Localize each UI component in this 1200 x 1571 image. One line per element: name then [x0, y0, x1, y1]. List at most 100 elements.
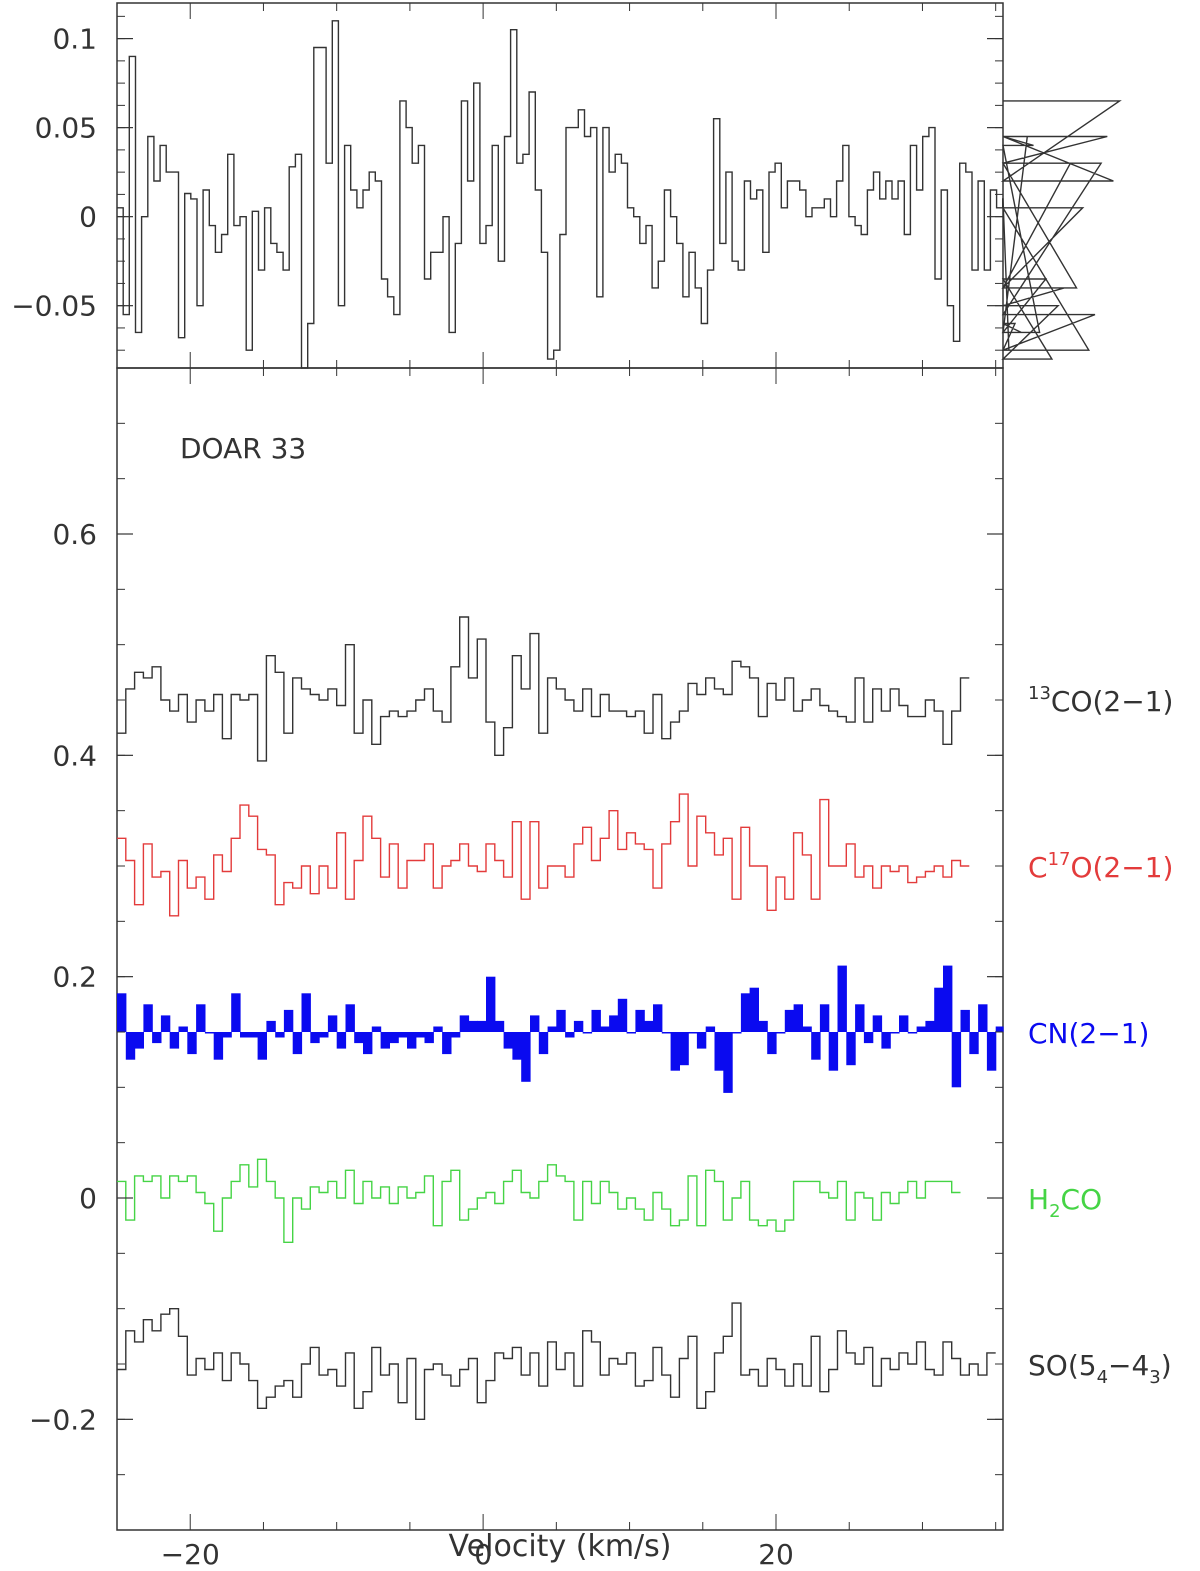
series-bottom-2-bar [644, 1020, 654, 1032]
series-bottom-2-bar [899, 1015, 909, 1032]
series-bottom-2-bar [776, 1032, 786, 1034]
series-bottom-2-bar [530, 1015, 540, 1032]
series-bottom-2-bar [907, 1032, 918, 1034]
bottom-y-tick-label: 0.2 [52, 961, 97, 994]
series-bottom-2-bar [319, 1032, 329, 1038]
series-bottom-2-bar [626, 1032, 636, 1034]
series-bottom-2-bar [222, 1032, 232, 1038]
series-bottom-2-bar [811, 1032, 821, 1060]
series-bottom-2-bar [292, 1032, 303, 1055]
series-bottom-1 [117, 793, 970, 917]
series-bottom-3-line [117, 1158, 961, 1243]
series-bottom-2-bar [591, 1009, 601, 1032]
series-bottom-2-bar [380, 1032, 390, 1049]
series-bottom-2-bar [503, 1032, 513, 1049]
series-label-3: H2CO [1028, 1183, 1102, 1222]
series-bottom-2-bar [565, 1032, 575, 1038]
series-bottom-2-bar [846, 1032, 856, 1066]
series-label-2: CN(2−1) [1028, 1017, 1149, 1050]
series-top-0 [117, 20, 1122, 369]
series-bottom-2-bar [758, 1020, 768, 1032]
series-bottom-2-bar [363, 1032, 373, 1055]
series-bottom-2-bar [266, 1020, 276, 1032]
series-bottom-2-bar [538, 1032, 549, 1055]
series-bottom-2-bar [696, 1032, 707, 1049]
series-bottom-2-bar [872, 1015, 883, 1032]
series-bottom-2-bar [398, 1032, 408, 1038]
series-label-4: SO(54−43) [1028, 1349, 1172, 1388]
series-bottom-2-bar [415, 1032, 426, 1038]
series-bottom-2-bar [160, 1015, 171, 1032]
series-label-1: C17O(2−1) [1028, 849, 1173, 884]
series-bottom-2-bar [819, 1004, 830, 1032]
bottom-frame [116, 367, 1004, 1531]
panel-title: DOAR 33 [180, 432, 306, 465]
series-bottom-2-bar [248, 1032, 259, 1038]
series-bottom-2-bar [547, 1026, 557, 1032]
bottom-x-tick-label: 20 [758, 1538, 794, 1571]
top-y-tick-label: 0.1 [52, 23, 97, 56]
series-bottom-2-bar [723, 1032, 733, 1093]
series-bottom-2-bar [573, 1020, 584, 1032]
series-bottom-2-bar [196, 1004, 206, 1032]
series-bottom-2-bar [231, 993, 241, 1032]
series-bottom-2-bar [257, 1032, 267, 1060]
series-label-0: 13CO(2−1) [1028, 683, 1173, 718]
series-bottom-2-bar [486, 976, 496, 1032]
series-bottom-2-bar [389, 1032, 399, 1044]
series-bottom-2-bar [670, 1032, 680, 1071]
series-bottom-0 [117, 616, 970, 762]
series-bottom-2-bar [767, 1032, 777, 1055]
series-bottom-2-bar [943, 965, 953, 1032]
series-bottom-2-bar [934, 987, 944, 1032]
series-bottom-2-bar [828, 1032, 839, 1071]
series-bottom-2-bar [714, 1032, 724, 1071]
series-bottom-2 [117, 965, 1004, 1093]
series-bottom-2-bar [969, 1032, 979, 1055]
series-bottom-2-bar [793, 1004, 803, 1032]
series-bottom-1-line [117, 793, 970, 917]
series-bottom-4-line [117, 1302, 996, 1420]
series-bottom-2-bar [951, 1032, 962, 1088]
series-bottom-2-bar [213, 1032, 224, 1060]
series-bottom-2-bar [169, 1032, 180, 1049]
series-bottom-2-bar [600, 1026, 610, 1032]
series-bottom-2-bar [995, 1026, 1004, 1032]
series-bottom-2-bar [143, 1004, 153, 1032]
series-bottom-2-bar [187, 1032, 197, 1055]
series-bottom-2-bar [661, 1032, 672, 1034]
series-bottom-2-bar [582, 1032, 593, 1034]
series-bottom-2-bar [240, 1032, 250, 1038]
series-bottom-2-bar [960, 1009, 970, 1032]
series-bottom-2-bar [134, 1032, 144, 1049]
series-bottom-2-bar [925, 1020, 935, 1032]
series-bottom-2-bar [424, 1032, 434, 1044]
bottom-x-tick-label: −20 [161, 1538, 220, 1571]
series-bottom-2-bar [916, 1026, 926, 1032]
top-y-tick-label: 0.05 [35, 112, 97, 145]
series-bottom-2-bar [345, 1004, 355, 1032]
series-bottom-2-bar [336, 1032, 347, 1049]
series-bottom-2-bar [855, 1004, 865, 1032]
series-bottom-2-bar [617, 998, 628, 1032]
series-top-0-line [117, 20, 1122, 369]
series-bottom-2-bar [705, 1026, 716, 1032]
series-bottom-2-bar [881, 1032, 891, 1049]
bottom-panel: 13CO(2−1) C17O(2−1) CN(2−1) H2CO SO(54−43) −0… [29, 367, 1173, 1571]
series-bottom-2-bar [125, 1032, 136, 1060]
series-bottom-2-bar [327, 1015, 338, 1032]
bottom-y-tick-label: 0.6 [52, 518, 97, 551]
series-bottom-2-bar [450, 1032, 461, 1038]
series-bottom-2-bar [310, 1032, 320, 1044]
series-bottom-2-bar [986, 1032, 997, 1071]
series-bottom-2-bar [978, 1004, 988, 1032]
top-y-tick-label: 0 [79, 201, 97, 234]
series-bottom-3 [117, 1158, 961, 1243]
series-bottom-2-bar [371, 1026, 382, 1032]
series-bottom-2-bar [749, 987, 759, 1032]
series-bottom-2-bar [433, 1026, 443, 1032]
series-bottom-2-bar [679, 1032, 689, 1066]
series-bottom-0-line [117, 616, 970, 762]
series-bottom-2-bar [556, 1009, 566, 1032]
